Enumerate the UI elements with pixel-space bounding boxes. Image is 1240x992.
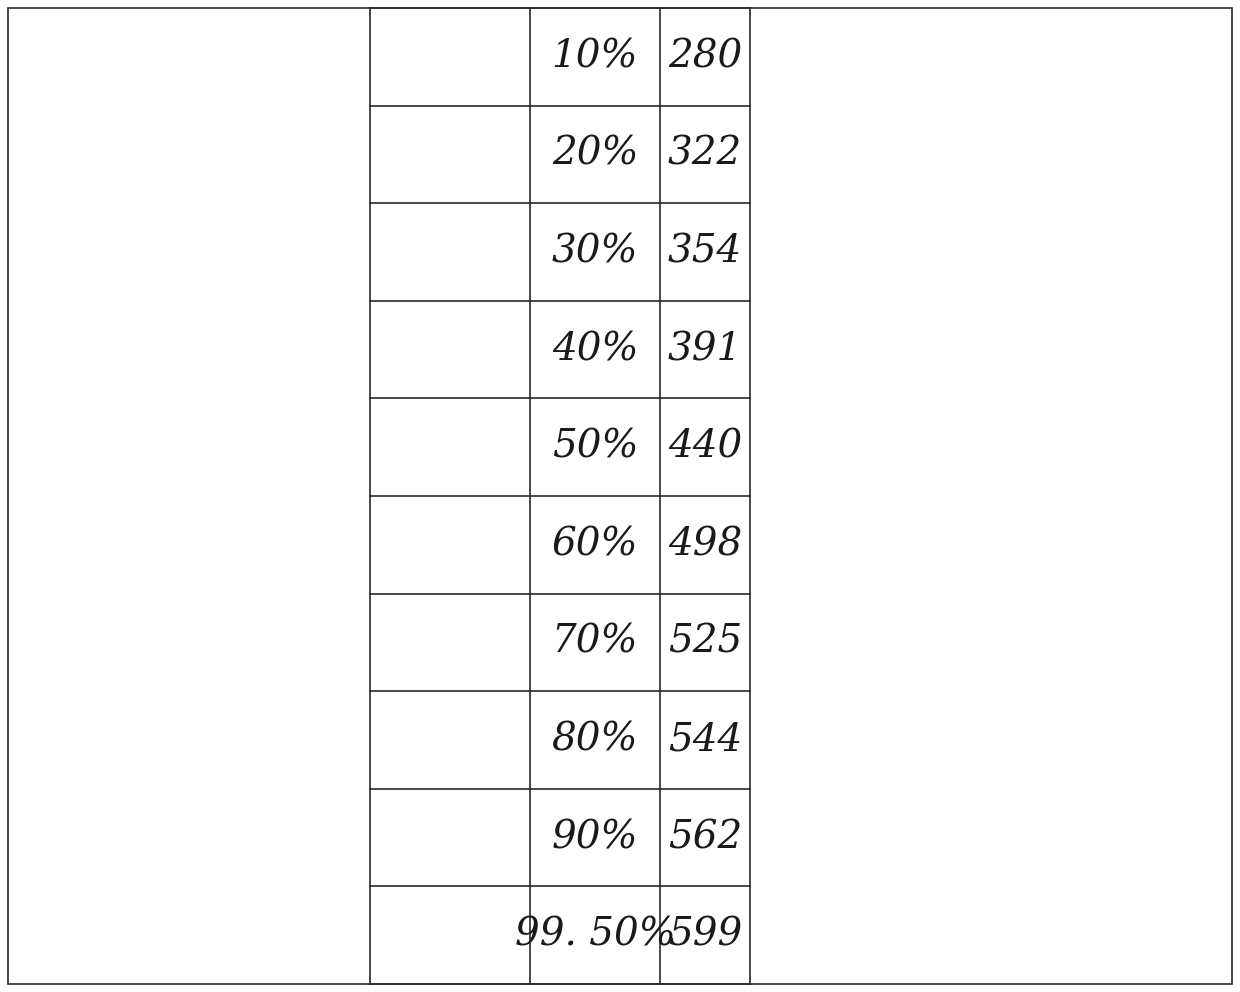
Text: 562: 562 <box>668 819 742 856</box>
Text: 280: 280 <box>668 39 742 75</box>
Text: 354: 354 <box>668 233 742 271</box>
Text: 525: 525 <box>668 624 742 661</box>
Text: 30%: 30% <box>552 233 639 271</box>
Text: 80%: 80% <box>552 721 639 759</box>
Text: 544: 544 <box>668 721 742 759</box>
Text: 10%: 10% <box>552 39 639 75</box>
Text: 40%: 40% <box>552 331 639 368</box>
Text: 50%: 50% <box>552 429 639 465</box>
Text: 20%: 20% <box>552 136 639 173</box>
Text: 70%: 70% <box>552 624 639 661</box>
Text: 60%: 60% <box>552 527 639 563</box>
Text: 322: 322 <box>668 136 742 173</box>
Text: 90%: 90% <box>552 819 639 856</box>
Text: 440: 440 <box>668 429 742 465</box>
Text: 391: 391 <box>668 331 742 368</box>
Text: 498: 498 <box>668 527 742 563</box>
Text: 599: 599 <box>668 917 742 953</box>
Text: 99. 50%: 99. 50% <box>515 917 676 953</box>
